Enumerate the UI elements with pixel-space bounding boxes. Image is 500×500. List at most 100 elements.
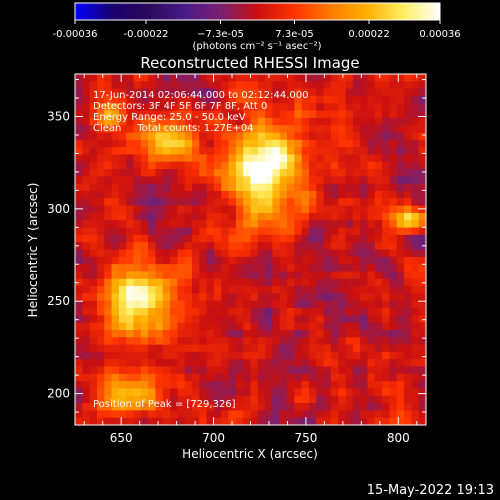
heatmap-cell: [162, 132, 171, 141]
heatmap-cell: [411, 198, 420, 207]
heatmap-cell: [148, 366, 157, 375]
heatmap-cell: [162, 366, 171, 375]
heatmap-cell: [221, 147, 230, 156]
heatmap-cell: [265, 234, 274, 243]
heatmap-cell: [75, 388, 83, 397]
heatmap-cell: [330, 410, 339, 419]
heatmap-cell: [279, 139, 288, 148]
heatmap-cell: [192, 132, 200, 141]
heatmap-cell: [228, 103, 237, 112]
heatmap-cell: [184, 161, 193, 170]
heatmap-cell: [338, 88, 347, 97]
heatmap-cell: [309, 373, 317, 382]
heatmap-cell: [338, 308, 347, 316]
heatmap-cell: [279, 249, 288, 258]
heatmap-cell: [177, 300, 186, 309]
heatmap-cell: [374, 161, 383, 170]
heatmap-cell: [316, 132, 325, 141]
heatmap-cell: [140, 234, 149, 243]
heatmap-cell: [82, 395, 91, 404]
heatmap-cell: [287, 117, 295, 126]
heatmap-cell: [170, 373, 178, 382]
heatmap-cell: [243, 191, 252, 199]
heatmap-cell: [250, 176, 259, 185]
heatmap-cell: [330, 278, 339, 287]
heatmap-cell: [287, 139, 295, 148]
heatmap-cell: [345, 139, 354, 148]
heatmap-cell: [294, 300, 303, 309]
heatmap-cell: [396, 176, 405, 185]
heatmap-cell: [418, 198, 426, 207]
heatmap-cell: [250, 198, 259, 207]
heatmap-cell: [396, 344, 405, 353]
heatmap-cell: [162, 212, 171, 221]
heatmap-cell: [257, 212, 266, 221]
heatmap-cell: [396, 95, 405, 104]
heatmap-cell: [374, 147, 383, 156]
heatmap-cell: [75, 125, 83, 134]
heatmap-cell: [118, 139, 127, 148]
heatmap-cell: [206, 139, 215, 148]
heatmap-cell: [316, 74, 325, 82]
heatmap-cell: [279, 351, 288, 360]
heatmap-cell: [155, 103, 164, 112]
heatmap-cell: [330, 132, 339, 141]
heatmap-cell: [111, 249, 120, 258]
heatmap-cell: [279, 110, 288, 119]
heatmap-cell: [272, 220, 281, 229]
heatmap-cell: [221, 205, 230, 214]
heatmap-cell: [374, 351, 383, 360]
heatmap-cell: [228, 125, 237, 134]
heatmap-cell: [75, 176, 83, 185]
heatmap-cell: [382, 81, 391, 90]
heatmap-cell: [418, 366, 426, 375]
heatmap-cell: [330, 147, 339, 156]
heatmap-cell: [309, 220, 317, 229]
heatmap-cell: [345, 191, 354, 199]
heatmap-cell: [323, 337, 332, 346]
heatmap-cell: [213, 366, 222, 375]
heatmap-cell: [352, 242, 361, 251]
heatmap-cell: [367, 315, 376, 324]
heatmap-cell: [235, 220, 244, 229]
heatmap-cell: [250, 110, 259, 119]
heatmap-cell: [140, 264, 149, 273]
heatmap-cell: [265, 95, 274, 104]
heatmap-cell: [272, 154, 281, 163]
heatmap-cell: [323, 234, 332, 243]
heatmap-cell: [170, 249, 178, 258]
heatmap-cell: [257, 161, 266, 170]
heatmap-cell: [111, 329, 120, 338]
heatmap-cell: [170, 191, 178, 199]
heatmap-cell: [177, 359, 186, 368]
heatmap-cell: [89, 81, 98, 90]
heatmap-cell: [323, 417, 332, 425]
heatmap-cell: [126, 169, 135, 177]
heatmap-cell: [89, 139, 98, 148]
heatmap-cell: [323, 103, 332, 112]
heatmap-cell: [316, 154, 325, 163]
heatmap-cell: [155, 286, 164, 294]
heatmap-cell: [367, 161, 376, 170]
heatmap-cell: [155, 410, 164, 419]
heatmap-cell: [301, 300, 310, 309]
heatmap-cell: [265, 242, 274, 251]
heatmap-cell: [294, 234, 303, 243]
heatmap-cell: [228, 293, 237, 302]
heatmap-cell: [389, 337, 398, 346]
heatmap-cell: [374, 198, 383, 207]
heatmap-cell: [213, 198, 222, 207]
heatmap-cell: [104, 198, 113, 207]
heatmap-cell: [104, 286, 113, 294]
heatmap-cell: [352, 125, 361, 134]
heatmap-cell: [345, 344, 354, 353]
heatmap-cell: [360, 227, 369, 236]
heatmap-cell: [184, 264, 193, 273]
heatmap-cell: [367, 264, 376, 273]
heatmap-cell: [250, 125, 259, 134]
heatmap-cell: [155, 264, 164, 273]
heatmap-cell: [287, 234, 295, 243]
heatmap-cell: [89, 176, 98, 185]
heatmap-cell: [323, 322, 332, 331]
heatmap-cell: [148, 234, 157, 243]
